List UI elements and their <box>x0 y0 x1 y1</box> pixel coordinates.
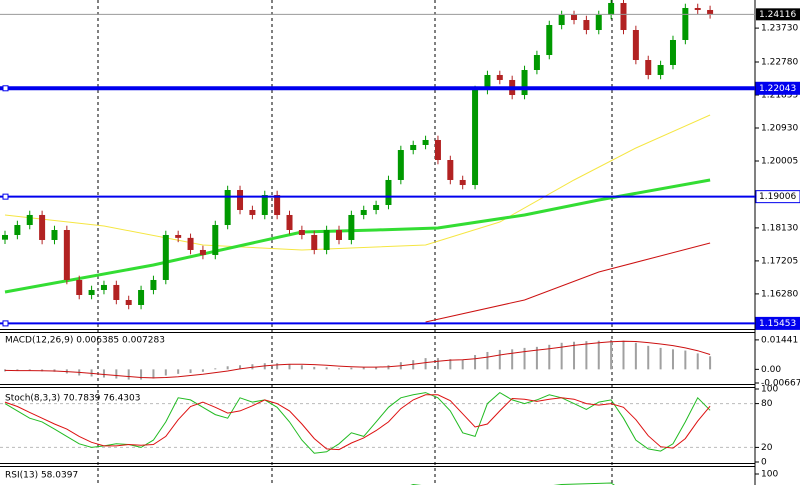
macd-label: MACD(12,26,9) 0.006385 0.007283 <box>5 336 165 346</box>
candle-body <box>162 234 169 280</box>
panel-borders <box>0 0 756 485</box>
y-tick-label: 100 <box>761 385 778 395</box>
candle-body <box>595 14 602 31</box>
y-tick-label: 1.18130 <box>761 223 798 233</box>
candle-body <box>125 299 132 305</box>
candle-body <box>39 214 46 240</box>
candle-body <box>447 160 454 180</box>
current-price-box <box>756 8 800 21</box>
candle-body <box>150 279 157 291</box>
y-tick-label: 0.01441 <box>761 335 798 345</box>
candle-body <box>138 290 145 305</box>
candle-body <box>397 150 404 180</box>
y-tick-label: 1.20930 <box>761 124 798 134</box>
candle-body <box>682 7 689 40</box>
y-tick-label: 100 <box>761 470 778 480</box>
candle-body <box>533 55 540 70</box>
hline-marker <box>2 85 9 92</box>
candle-body <box>199 249 206 255</box>
candle-body <box>212 225 219 255</box>
candle-body <box>583 20 590 31</box>
candle-body <box>472 90 479 186</box>
candle-body <box>422 139 429 145</box>
candle-body <box>76 279 83 296</box>
candle-body <box>360 209 367 215</box>
candle-body <box>571 14 578 21</box>
candle-body <box>496 74 503 80</box>
candle-body <box>459 179 466 186</box>
stoch-label: Stoch(8,3,3) 70.7839 76.4303 <box>5 394 140 404</box>
candle-body <box>274 195 281 215</box>
candle-body <box>261 195 268 215</box>
candle-body <box>51 229 58 240</box>
moving-average <box>4 178 711 294</box>
y-tick-label: 1.17205 <box>761 256 798 266</box>
stoch-signal <box>4 394 711 451</box>
candle-body <box>645 60 652 75</box>
moving-average <box>4 114 711 251</box>
candle-body <box>669 39 676 66</box>
y-tick-label: -0.006677 <box>761 379 800 389</box>
hline-box <box>755 316 800 330</box>
stoch-main <box>4 391 711 454</box>
candle-body <box>323 229 330 250</box>
y-tick-label: 1.20005 <box>761 157 798 167</box>
candle-body <box>88 290 95 296</box>
moving-average <box>425 242 711 323</box>
y-tick-label: 1.16280 <box>761 289 798 299</box>
hline-box <box>755 190 800 204</box>
hline-label: 1.19006 <box>759 192 796 202</box>
candle-body <box>187 237 194 250</box>
candle-body <box>2 234 8 240</box>
candle-body <box>348 214 355 240</box>
candle-body <box>14 225 21 235</box>
candle-body <box>608 2 615 15</box>
hline-box <box>755 81 800 95</box>
y-tick-label: 1.21855 <box>761 91 798 101</box>
y-tick-label: 1.23730 <box>761 24 798 34</box>
y-tick-label: 80 <box>761 399 773 409</box>
candle-body <box>26 214 33 226</box>
macd-signal <box>4 340 711 379</box>
candle-body <box>521 69 528 96</box>
candle-body <box>632 30 639 61</box>
hline-marker <box>2 320 9 327</box>
rsi-label: RSI(13) 58.0397 <box>5 471 78 481</box>
y-tick-label: 1.22780 <box>761 58 798 68</box>
candle-body <box>298 229 305 235</box>
candle-body <box>100 284 107 291</box>
candle-body <box>224 190 231 226</box>
candle-body <box>335 229 342 240</box>
candle-body <box>286 214 293 230</box>
candle-body <box>707 9 714 15</box>
candle-body <box>373 204 380 210</box>
candle-body <box>113 284 120 300</box>
candle-body <box>410 144 417 151</box>
candle-body <box>546 25 553 56</box>
candle-body <box>620 2 627 31</box>
hline-label: 1.22043 <box>759 84 796 94</box>
candle-body <box>63 229 70 280</box>
candle-body <box>434 139 441 161</box>
candle-body <box>657 65 664 75</box>
price-panel <box>2 0 714 323</box>
candle-body <box>694 7 701 10</box>
candle-body <box>311 234 318 250</box>
hline-marker <box>2 193 9 200</box>
y-tick-label: 0 <box>761 458 767 468</box>
candle-body <box>175 234 182 238</box>
candle-body <box>484 74 491 91</box>
candle-body <box>249 209 256 215</box>
candle-body <box>237 190 244 210</box>
y-tick-label: 20 <box>761 443 773 453</box>
candle-body <box>385 179 392 205</box>
current-price-label: 1.24116 <box>759 10 796 20</box>
hline-label: 1.15453 <box>759 319 796 329</box>
candle-body <box>558 14 565 26</box>
y-tick-label: 0.00 <box>761 365 781 375</box>
